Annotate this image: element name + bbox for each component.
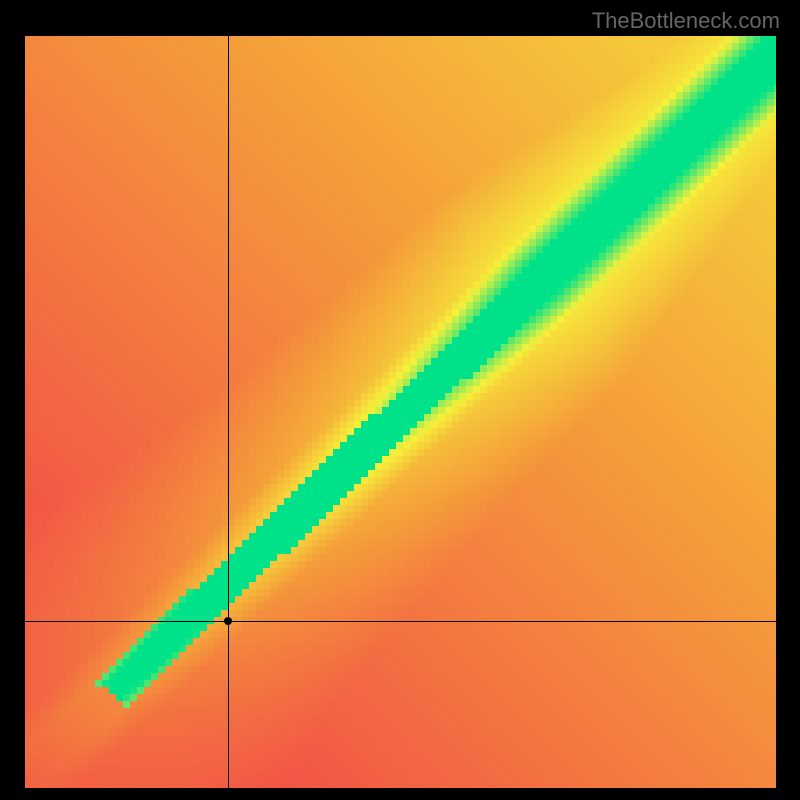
heatmap-plot bbox=[25, 36, 776, 788]
marker-point bbox=[224, 617, 232, 625]
crosshair-vertical bbox=[228, 36, 229, 788]
watermark-text: TheBottleneck.com bbox=[592, 8, 780, 34]
crosshair-horizontal bbox=[25, 621, 776, 622]
heatmap-canvas bbox=[25, 36, 776, 788]
root-container: { "watermark": "TheBottleneck.com", "fra… bbox=[0, 0, 800, 800]
